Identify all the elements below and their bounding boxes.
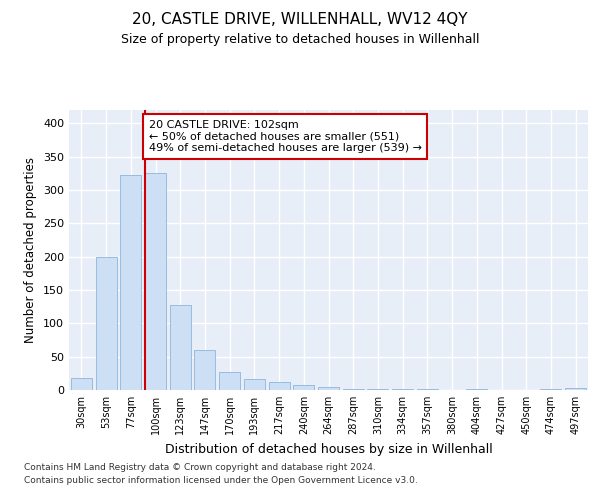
X-axis label: Distribution of detached houses by size in Willenhall: Distribution of detached houses by size … (164, 442, 493, 456)
Bar (170, 304, 191, 390)
Text: 20, CASTLE DRIVE, WILLENHALL, WV12 4QY: 20, CASTLE DRIVE, WILLENHALL, WV12 4QY (132, 12, 468, 28)
Bar (95, 256, 116, 390)
Bar (244, 380, 265, 390)
Bar (145, 174, 166, 390)
Bar (194, 350, 215, 390)
Text: Size of property relative to detached houses in Willenhall: Size of property relative to detached ho… (121, 32, 479, 46)
Bar (120, 176, 141, 390)
Y-axis label: Number of detached properties: Number of detached properties (25, 157, 37, 343)
Bar (565, 388, 586, 390)
Bar (343, 388, 364, 390)
Text: 20 CASTLE DRIVE: 102sqm
← 50% of detached houses are smaller (551)
49% of semi-d: 20 CASTLE DRIVE: 102sqm ← 50% of detache… (149, 120, 422, 153)
Text: Contains public sector information licensed under the Open Government Licence v3: Contains public sector information licen… (24, 476, 418, 485)
Bar (219, 372, 240, 390)
Bar (71, 378, 92, 390)
Text: Contains HM Land Registry data © Crown copyright and database right 2024.: Contains HM Land Registry data © Crown c… (24, 462, 376, 471)
Bar (392, 388, 413, 390)
Bar (269, 382, 290, 390)
Bar (541, 388, 562, 390)
Bar (293, 386, 314, 390)
Bar (318, 386, 339, 390)
